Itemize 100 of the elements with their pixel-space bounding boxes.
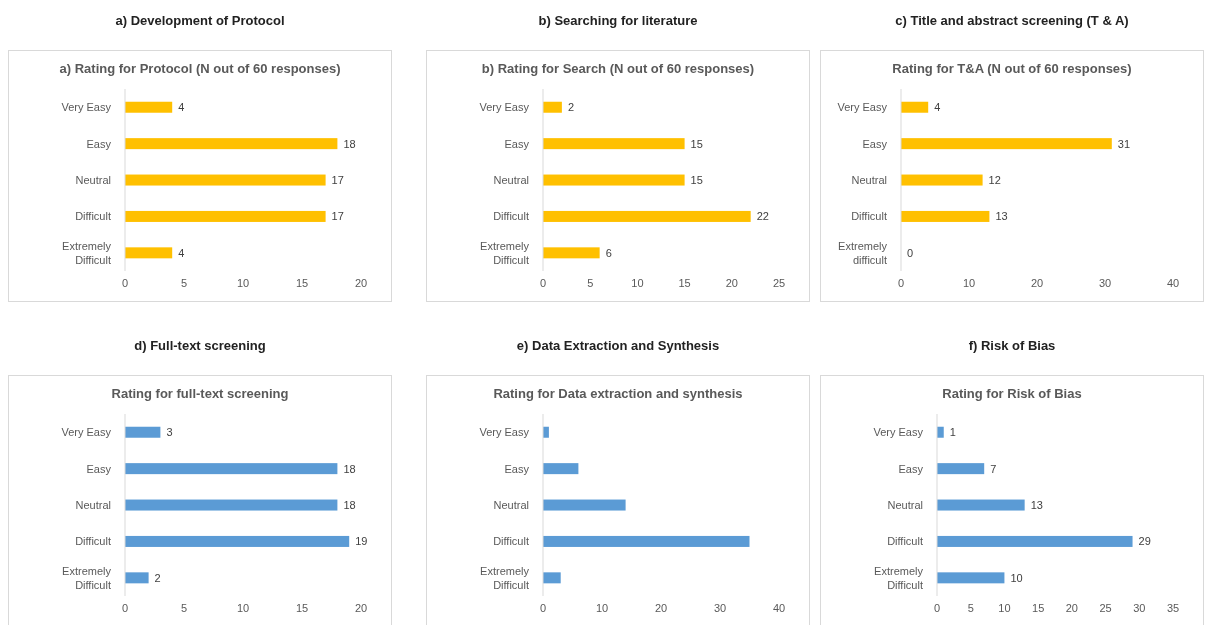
y-tick-label: Easy — [898, 462, 924, 475]
y-tick-label: Easy — [504, 137, 530, 150]
bar — [125, 499, 338, 511]
x-tick-label: 10 — [595, 601, 609, 614]
y-tick-label: Very Easy — [61, 101, 112, 114]
y-tick-label: Very Easy — [479, 426, 530, 439]
y-tick-label: Difficult — [75, 535, 111, 548]
data-label: 31 — [1117, 137, 1131, 150]
y-tick-label: Difficult — [493, 535, 529, 548]
bar — [125, 247, 173, 259]
bar — [125, 174, 326, 186]
x-tick-label: 0 — [121, 601, 129, 614]
data-label: 6 — [605, 246, 612, 259]
chart-subtitle: a) Rating for Protocol (N out of 60 responses) — [58, 61, 342, 78]
chart-subtitle: Rating for full-text screening — [110, 386, 290, 403]
data-label: 15 — [690, 137, 703, 150]
bar — [125, 572, 149, 584]
data-label: 12 — [988, 174, 1001, 187]
data-label: 2 — [567, 101, 575, 114]
y-tick-label: Extremely Difficult — [480, 564, 530, 591]
chart-title: e) Data Extraction and Synthesis — [515, 337, 721, 355]
data-label: 4 — [178, 246, 185, 259]
y-tick-label: Extremely Difficult — [62, 564, 112, 591]
x-tick-label: 5 — [180, 276, 188, 289]
x-tick-label: 0 — [121, 276, 129, 289]
data-label: 7 — [990, 462, 997, 475]
bar — [543, 572, 561, 584]
x-tick-label: 0 — [933, 601, 941, 614]
chart-title: a) Development of Protocol — [114, 12, 286, 30]
bar — [543, 247, 600, 259]
y-tick-label: Neutral — [493, 174, 529, 186]
chart-title: f) Risk of Bias — [967, 337, 1057, 355]
bar — [543, 463, 579, 475]
x-tick-label: 25 — [1099, 601, 1112, 614]
chart-title: c) Title and abstract screening (T & A) — [894, 12, 1130, 30]
y-tick-label: Extremely difficult — [838, 239, 888, 266]
bar — [937, 463, 985, 475]
y-tick-label: Extremely Difficult — [480, 239, 530, 266]
data-label: 3 — [166, 426, 173, 439]
y-tick-label: Easy — [86, 137, 112, 150]
y-tick-label: Very Easy — [837, 101, 888, 114]
bar — [937, 499, 1025, 511]
y-tick-label: Neutral — [887, 499, 923, 511]
x-tick-label: 20 — [354, 601, 368, 614]
x-tick-label: 10 — [236, 276, 250, 289]
bar — [937, 572, 1005, 584]
data-label: 18 — [343, 137, 356, 150]
data-label: 19 — [355, 535, 368, 548]
y-tick-label: Difficult — [851, 210, 887, 223]
data-label: 1 — [949, 426, 956, 439]
data-label: 10 — [1010, 571, 1023, 584]
y-tick-label: Very Easy — [873, 426, 924, 439]
bar — [125, 101, 173, 113]
data-label: 22 — [756, 210, 769, 223]
x-tick-label: 20 — [654, 601, 668, 614]
data-label: 17 — [331, 210, 344, 223]
bar — [901, 174, 983, 186]
x-tick-label: 25 — [772, 276, 786, 289]
y-tick-label: Easy — [862, 137, 888, 150]
data-label: 4 — [178, 101, 185, 114]
data-label: 0 — [907, 246, 914, 259]
x-tick-label: 10 — [962, 276, 976, 289]
bar — [543, 535, 750, 547]
chart-subtitle: Rating for Data extraction and synthesis — [492, 386, 744, 403]
x-tick-label: 10 — [236, 601, 250, 614]
x-tick-label: 10 — [631, 276, 644, 289]
x-tick-label: 20 — [725, 276, 738, 289]
x-tick-label: 15 — [1032, 601, 1045, 614]
bar — [543, 174, 685, 186]
y-tick-label: Very Easy — [479, 101, 530, 114]
bar — [125, 138, 338, 150]
x-tick-label: 40 — [772, 601, 786, 614]
x-tick-label: 10 — [998, 601, 1011, 614]
x-tick-label: 20 — [354, 276, 368, 289]
bar — [125, 463, 338, 475]
x-tick-label: 0 — [539, 601, 547, 614]
y-tick-label: Easy — [86, 462, 112, 475]
bar — [125, 210, 326, 222]
bar — [901, 101, 929, 113]
data-label: 17 — [331, 174, 344, 187]
bar — [543, 101, 562, 113]
y-tick-label: Easy — [504, 462, 530, 475]
x-tick-label: 30 — [713, 601, 727, 614]
y-tick-label: Extremely Difficult — [62, 239, 112, 266]
y-tick-label: Neutral — [75, 499, 111, 511]
bar — [937, 535, 1133, 547]
x-tick-label: 20 — [1065, 601, 1078, 614]
chart-subtitle: b) Rating for Search (N out of 60 responses) — [480, 61, 756, 78]
data-label: 15 — [690, 174, 703, 187]
x-tick-label: 5 — [587, 276, 594, 289]
data-label: 29 — [1138, 535, 1151, 548]
data-label: 13 — [995, 210, 1008, 223]
y-tick-label: Neutral — [851, 174, 887, 186]
y-tick-label: Extremely Difficult — [874, 564, 924, 591]
data-label: 4 — [934, 101, 941, 114]
x-tick-label: 5 — [180, 601, 188, 614]
x-tick-label: 15 — [678, 276, 691, 289]
bar — [125, 535, 350, 547]
bar — [543, 499, 626, 511]
x-tick-label: 30 — [1133, 601, 1146, 614]
